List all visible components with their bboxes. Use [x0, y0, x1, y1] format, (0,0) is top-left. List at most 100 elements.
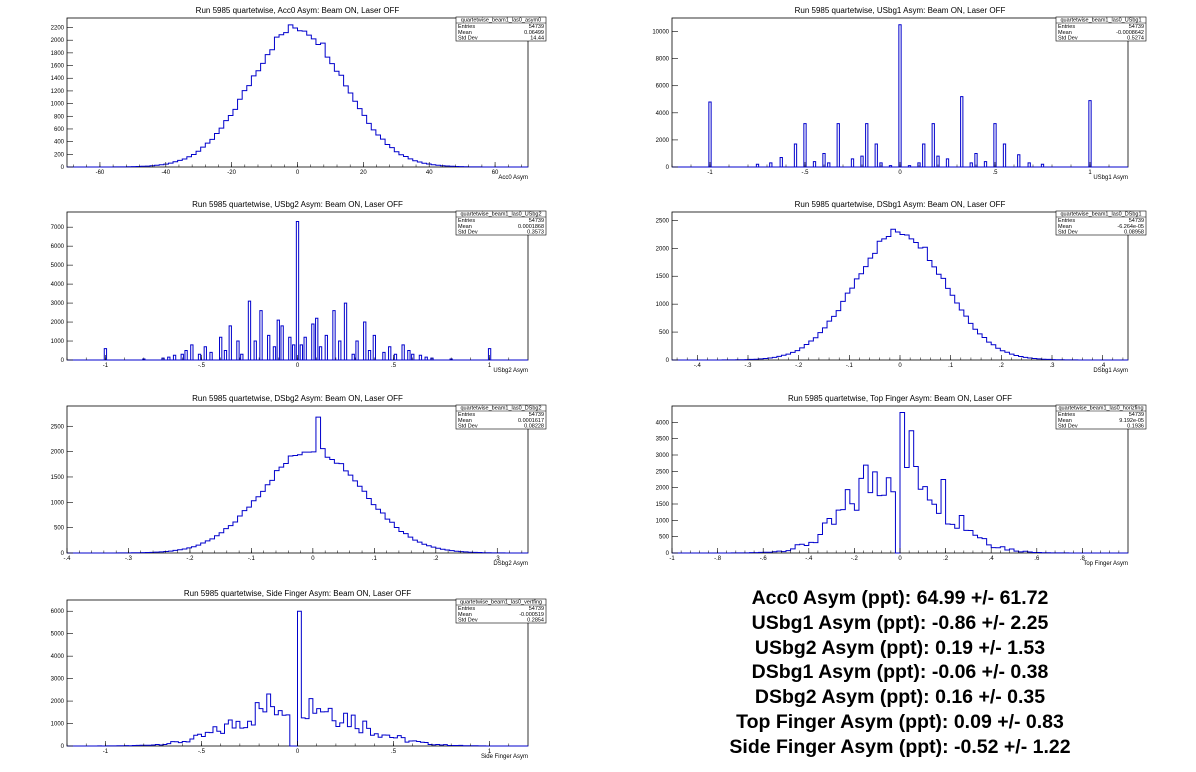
histogram-svg: Run 5985 quartetwise, Acc0 Asym: Beam ON…: [51, 6, 547, 181]
y-tick-label: 3500: [656, 437, 670, 443]
x-tick-label: 0: [898, 363, 902, 369]
stats-key: Mean: [458, 612, 472, 618]
histogram-title: Run 5985 quartetwise, DSbg2 Asym: Beam O…: [192, 394, 403, 403]
histogram-bin: [993, 123, 997, 167]
histogram-bin: [259, 310, 263, 360]
histogram-bin: [372, 334, 376, 360]
stats-key: Std Dev: [458, 424, 478, 430]
histogram-panel: Run 5985 quartetwise, Acc0 Asym: Beam ON…: [0, 0, 598, 190]
histogram-bin: [779, 157, 783, 167]
histogram-bin: [836, 123, 840, 167]
histogram-bin: [167, 356, 171, 360]
histogram-bin: [822, 152, 826, 167]
x-tick-label: -60: [96, 170, 105, 176]
histogram-bin: [983, 161, 988, 167]
y-tick-label: 0: [666, 165, 670, 171]
x-tick-label: .1: [948, 363, 954, 369]
histogram-svg: Run 5985 quartetwise, USbg2 Asym: Beam O…: [51, 200, 547, 374]
summary-line-side-finger: Side Finger Asym (ppt): -0.52 +/- 1.22: [729, 735, 1071, 758]
histogram-bin: [332, 310, 336, 360]
y-tick-label: 2200: [51, 26, 65, 32]
x-tick-label: -1: [103, 749, 109, 755]
y-tick-label: 200: [54, 152, 65, 158]
stats-key: Std Dev: [458, 36, 478, 42]
stats-key: Entries: [458, 24, 475, 30]
x-tick-label: -.1: [846, 363, 854, 369]
histogram-bin: [180, 353, 184, 360]
histogram-panel: Run 5985 quartetwise, USbg2 Asym: Beam O…: [0, 194, 598, 384]
histogram-bin: [411, 353, 415, 360]
x-tick-label: .3: [495, 556, 501, 562]
stats-name: quartetwise_beam1_las0_USbg1: [1060, 18, 1141, 24]
histogram-bin: [969, 162, 973, 167]
x-tick-label: .4: [989, 556, 995, 562]
x-axis-label: DSbg2 Asym: [493, 561, 528, 567]
histogram-bin: [247, 300, 252, 360]
x-tick-label: .4: [1100, 363, 1106, 369]
stats-key: Std Dev: [458, 230, 478, 236]
y-tick-label: 600: [54, 127, 65, 133]
y-tick-label: 500: [54, 526, 65, 532]
x-tick-label: 0: [311, 556, 315, 562]
x-tick-label: -1: [707, 170, 713, 176]
histogram-line: [672, 228, 1128, 361]
y-tick-label: 2500: [656, 469, 670, 475]
histogram-bin: [879, 162, 883, 167]
x-tick-label: -40: [161, 170, 170, 176]
histogram-bin: [755, 163, 760, 167]
histogram-bin: [338, 340, 342, 360]
histogram-bin: [318, 346, 323, 360]
stats-value: 9.192e-05: [1119, 418, 1144, 424]
histogram-bin: [1027, 162, 1031, 167]
stats-value: 14.44: [530, 36, 544, 42]
stats-name: quartetwise_beam1_las0_DSbg2: [460, 406, 541, 412]
y-tick-label: 2000: [51, 320, 65, 326]
histogram-bin: [324, 334, 328, 360]
x-tick-label: -.1: [248, 556, 256, 562]
stats-key: Mean: [1058, 224, 1072, 230]
stats-value: 0.5274: [1127, 36, 1144, 42]
stats-name: quartetwise_beam1_las0_horizfing: [1059, 406, 1144, 412]
y-tick-label: 1600: [51, 64, 65, 70]
histogram-bin: [228, 325, 232, 360]
x-tick-label: .3: [1049, 363, 1055, 369]
histogram-bin: [812, 161, 817, 167]
histogram-panel: Run 5985 quartetwise, Top Finger Asym: B…: [598, 388, 1196, 578]
histogram-bin: [288, 336, 292, 360]
histogram-bin: [295, 220, 300, 360]
summary-line-acc0: Acc0 Asym (ppt): 64.99 +/- 61.72: [751, 587, 1049, 609]
x-tick-label: -1: [669, 556, 675, 562]
histogram-bin: [343, 302, 348, 360]
x-tick-label: 0: [296, 170, 300, 176]
y-tick-label: 0: [61, 744, 65, 750]
plot-frame: [66, 405, 529, 554]
x-tick-label: -.3: [744, 363, 752, 369]
stats-value: 54739: [1129, 412, 1144, 418]
histogram-bin: [367, 350, 372, 360]
stats-value: 0.2854: [527, 618, 544, 624]
stats-key: Mean: [458, 418, 472, 424]
stats-value: 54739: [529, 606, 544, 612]
stats-key: Mean: [458, 224, 472, 230]
histogram-line: [672, 412, 1128, 554]
y-tick-label: 1500: [51, 475, 65, 481]
y-tick-label: 3000: [51, 301, 65, 307]
y-tick-label: 1000: [51, 102, 65, 108]
stats-key: Std Dev: [1058, 36, 1078, 42]
stats-box: [1055, 404, 1147, 430]
x-tick-label: .1: [372, 556, 378, 562]
stats-value: -0.000519: [519, 612, 544, 618]
histogram-bin: [931, 123, 935, 167]
y-tick-label: 6000: [51, 609, 65, 615]
histogram-bin: [240, 353, 244, 360]
histogram-bin: [103, 348, 108, 360]
histogram-bin: [267, 334, 271, 360]
stats-key: Entries: [458, 218, 475, 224]
stats-key: Std Dev: [1058, 230, 1078, 236]
histogram-title: Run 5985 quartetwise, USbg2 Asym: Beam O…: [192, 200, 403, 209]
y-tick-label: 3000: [51, 677, 65, 683]
y-tick-label: 0: [61, 358, 65, 364]
stats-key: Std Dev: [458, 618, 478, 624]
stats-key: Mean: [1058, 418, 1072, 424]
y-tick-label: 1000: [51, 339, 65, 345]
